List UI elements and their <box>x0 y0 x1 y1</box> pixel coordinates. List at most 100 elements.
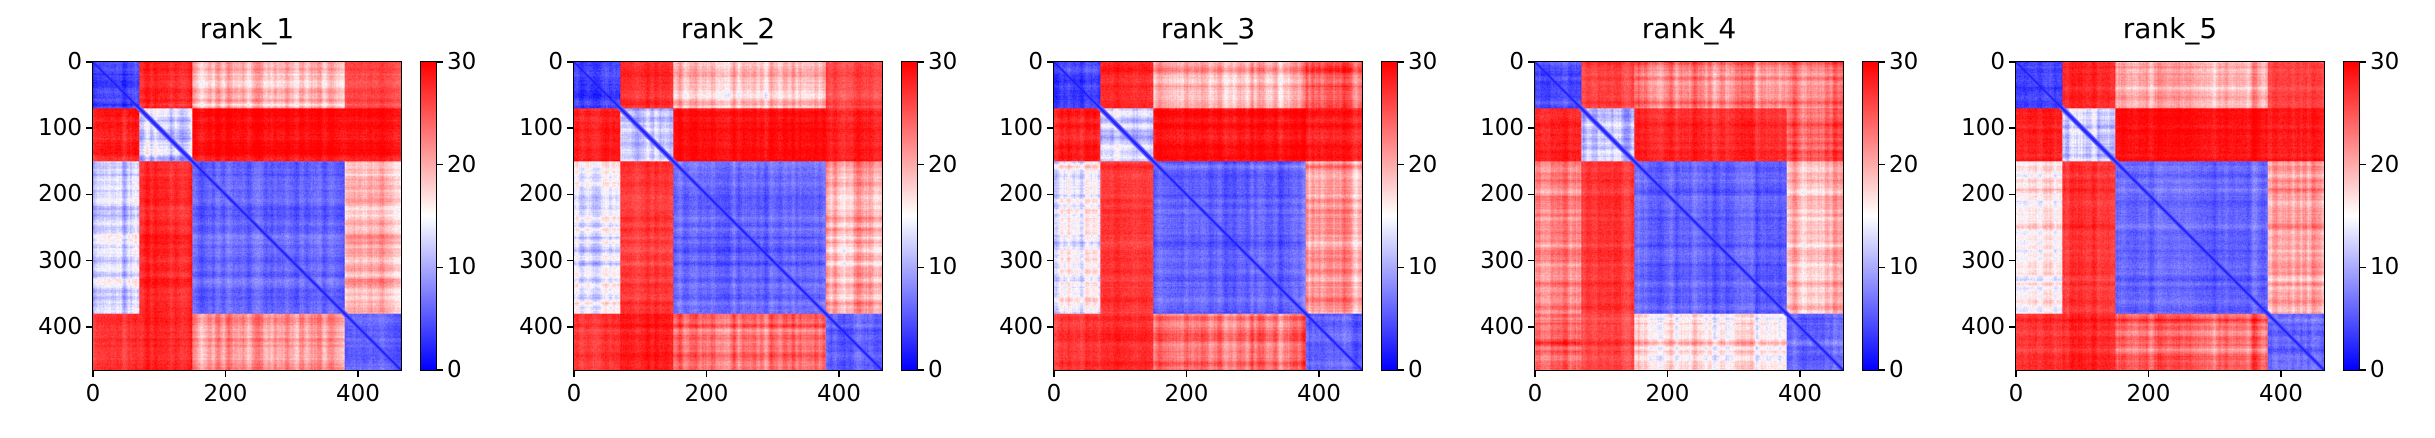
y-tick-label: 400 <box>38 313 82 340</box>
colorbar-tick-mark <box>1878 266 1885 269</box>
y-tick-label: 0 <box>1509 49 1524 75</box>
y-tick-mark <box>567 193 574 196</box>
colorbar-tick-mark <box>1878 61 1885 63</box>
y-tick-mark <box>86 193 93 196</box>
y-tick-mark <box>86 259 93 262</box>
y-tick-label: 300 <box>999 247 1043 274</box>
y-tick-label: 300 <box>38 247 82 274</box>
y-tick-label: 300 <box>1480 247 1524 274</box>
pae-heatmap <box>1054 62 1362 370</box>
y-tick-label: 400 <box>1961 313 2005 340</box>
x-tick-label: 200 <box>2126 381 2171 407</box>
panel-title: rank_4 <box>1641 12 1737 45</box>
y-tick-mark <box>2009 259 2016 262</box>
x-tick-label: 0 <box>85 381 101 407</box>
colorbar-frame <box>1862 61 1879 371</box>
y-tick-mark <box>1047 193 1054 196</box>
y-tick-mark <box>2009 326 2016 328</box>
y-tick-mark <box>567 259 574 262</box>
y-tick-label: 100 <box>1480 115 1524 142</box>
y-tick-mark <box>567 61 574 63</box>
x-tick-mark <box>2015 370 2017 377</box>
x-tick-label: 200 <box>1645 381 1690 407</box>
colorbar-tick-mark <box>917 369 924 371</box>
y-tick-mark <box>1528 61 1535 63</box>
colorbar-tick-mark <box>1878 369 1885 371</box>
y-tick-mark <box>1047 259 1054 262</box>
colorbar-tick-label: 30 <box>1408 49 1438 75</box>
y-tick-mark <box>86 326 93 328</box>
y-tick-mark <box>567 127 574 129</box>
x-tick-mark <box>2147 370 2150 377</box>
x-tick-label: 0 <box>1527 381 1543 407</box>
colorbar-tick-label: 0 <box>2370 357 2385 383</box>
y-tick-mark <box>86 127 93 129</box>
panel-title: rank_5 <box>2122 12 2218 45</box>
x-tick-label: 400 <box>2258 381 2303 407</box>
colorbar-tick-label: 20 <box>447 151 477 178</box>
colorbar-tick-mark <box>917 163 924 166</box>
y-tick-label: 400 <box>999 313 1043 340</box>
colorbar-tick-label: 30 <box>1889 49 1919 75</box>
colorbar-tick-label: 20 <box>2370 151 2400 178</box>
y-tick-label: 300 <box>1961 247 2005 274</box>
pae-heatmap <box>2016 62 2324 370</box>
colorbar-frame <box>1381 61 1398 371</box>
pae-heatmap <box>1535 62 1843 370</box>
heatmap-frame <box>92 61 402 371</box>
x-tick-mark <box>838 370 840 377</box>
colorbar-tick-label: 20 <box>928 151 958 178</box>
y-tick-label: 100 <box>1961 115 2005 142</box>
y-tick-mark <box>1528 193 1535 196</box>
x-tick-mark <box>1318 370 1320 377</box>
colorbar-tick-mark <box>2359 369 2366 371</box>
colorbar-tick-label: 0 <box>928 357 943 383</box>
pae-heatmap <box>574 62 882 370</box>
colorbar-tick-label: 10 <box>928 254 958 281</box>
y-tick-label: 0 <box>1028 49 1043 75</box>
x-tick-label: 400 <box>1777 381 1822 407</box>
y-tick-label: 200 <box>1480 181 1524 208</box>
colorbar-tick-mark <box>2359 61 2366 63</box>
y-tick-label: 100 <box>519 115 563 142</box>
panel-title: rank_1 <box>199 12 295 45</box>
x-tick-mark <box>92 370 94 377</box>
colorbar-tick-mark <box>1397 369 1404 371</box>
x-tick-label: 400 <box>335 381 380 407</box>
colorbar-tick-label: 30 <box>447 49 477 75</box>
y-tick-mark <box>2009 193 2016 196</box>
x-tick-label: 200 <box>1164 381 1209 407</box>
y-tick-mark <box>86 61 93 63</box>
colorbar-tick-label: 10 <box>1889 254 1919 281</box>
y-tick-label: 200 <box>519 181 563 208</box>
y-tick-label: 300 <box>519 247 563 274</box>
x-tick-mark <box>1799 370 1801 377</box>
y-tick-label: 400 <box>1480 313 1524 340</box>
x-tick-label: 200 <box>684 381 729 407</box>
heatmap-frame <box>573 61 883 371</box>
colorbar <box>1863 62 1878 370</box>
y-tick-label: 100 <box>38 115 82 142</box>
x-tick-mark <box>2280 370 2282 377</box>
colorbar-tick-mark <box>1397 163 1404 166</box>
y-tick-mark <box>1047 127 1054 129</box>
pae-heatmap <box>93 62 401 370</box>
y-tick-mark <box>1528 127 1535 129</box>
colorbar-tick-mark <box>436 266 443 269</box>
colorbar-tick-mark <box>1397 61 1404 63</box>
colorbar-tick-mark <box>1397 266 1404 269</box>
colorbar-frame <box>420 61 437 371</box>
colorbar-tick-label: 0 <box>1408 357 1423 383</box>
x-tick-mark <box>224 370 227 377</box>
x-tick-mark <box>705 370 708 377</box>
y-tick-mark <box>1047 326 1054 328</box>
colorbar-tick-mark <box>436 163 443 166</box>
y-tick-mark <box>1528 326 1535 328</box>
y-tick-label: 400 <box>519 313 563 340</box>
panel-title: rank_3 <box>1160 12 1256 45</box>
colorbar-tick-mark <box>2359 266 2366 269</box>
y-tick-label: 0 <box>67 49 82 75</box>
x-tick-label: 400 <box>1296 381 1341 407</box>
colorbar-tick-mark <box>917 266 924 269</box>
colorbar-frame <box>901 61 918 371</box>
